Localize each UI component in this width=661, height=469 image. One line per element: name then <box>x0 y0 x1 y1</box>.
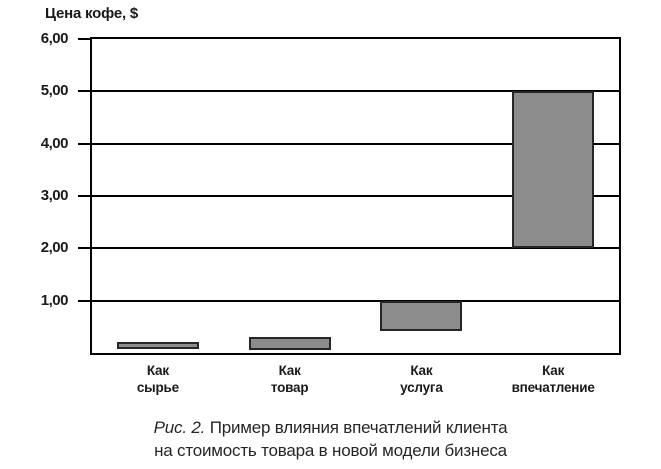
y-tick-6,00 <box>78 38 90 40</box>
x-axis-label-line: Как <box>278 363 301 378</box>
y-axis-label-1,00: 1,00 <box>40 291 69 309</box>
x-axis-label-line: товар <box>270 380 309 395</box>
y-axis-label-6,00: 6,00 <box>40 30 69 47</box>
gridline-2,00 <box>92 247 619 250</box>
x-axis-label-line: услуга <box>400 380 443 395</box>
figure-caption: Рис. 2. Пример влияния впечатлений клиен… <box>0 416 661 462</box>
x-axis-label-2: Как товар <box>224 362 356 396</box>
gridline-4,00 <box>92 142 619 145</box>
x-axis-label-line: Как <box>542 363 565 378</box>
caption-line1-text: Пример влияния впечатлений клиента <box>209 418 508 437</box>
y-tick-2,00 <box>78 247 90 250</box>
bar-1 <box>116 341 199 350</box>
bar-3 <box>380 300 463 332</box>
y-axis-label-3,00: 3,00 <box>40 187 69 204</box>
x-axis-label-line: Как <box>146 363 169 378</box>
gridline-3,00 <box>92 195 619 197</box>
x-axis-label-line: сырье <box>136 380 179 395</box>
x-axis-label-3: Как услуга <box>356 362 488 396</box>
y-axis-label-4,00: 4,00 <box>40 134 69 152</box>
caption-figure-number: Рис. 2. <box>153 418 206 437</box>
caption-line-2: на стоимость товара в новой модели бизне… <box>154 441 507 460</box>
y-axis-labels: 6,00 5,00 4,00 3,00 2,00 1,00 <box>0 31 69 353</box>
bar-4 <box>512 91 595 249</box>
chart-title: Цена кофе, $ <box>45 5 139 22</box>
x-axis-label-line: Как <box>410 363 433 378</box>
caption-line-1: Рис. 2. Пример влияния впечатлений клиен… <box>0 416 661 439</box>
x-axis-label-line: впечатление <box>511 380 595 395</box>
y-tick-4,00 <box>78 142 90 145</box>
y-tick-5,00 <box>78 90 90 93</box>
y-tick-1,00 <box>78 299 90 302</box>
y-tick-3,00 <box>78 195 90 197</box>
gridline-1,00 <box>92 299 619 302</box>
x-axis-label-1: Как сырье <box>92 362 224 396</box>
gridline-5,00 <box>92 90 619 93</box>
plot-area <box>78 37 621 355</box>
y-axis-label-2,00: 2,00 <box>40 239 69 257</box>
x-axis-label-4: Как впечатление <box>487 362 619 396</box>
y-axis-label-5,00: 5,00 <box>40 82 69 100</box>
bar-2 <box>248 337 331 350</box>
